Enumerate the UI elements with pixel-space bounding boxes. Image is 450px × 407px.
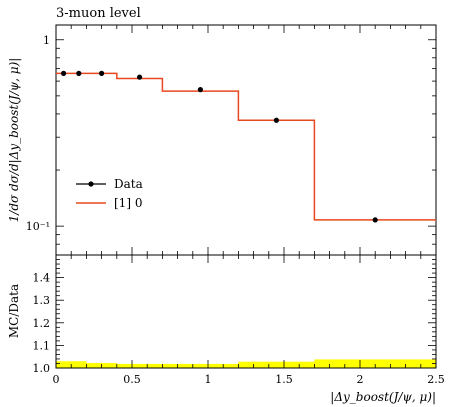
legend-data-marker [88, 181, 94, 187]
mc-step-path [56, 72, 436, 221]
main-y-axis-label: 1/dσ dσ/d|Δy_boost(J/ψ, μ)| [7, 58, 21, 223]
legend-data-label: Data [114, 177, 143, 191]
data-point [61, 70, 67, 76]
x-tick-label: 0.5 [123, 373, 141, 386]
main-panel: 1 10⁻¹ 1/dσ dσ/d|Δy_boost(J/ψ, μ)| Data [… [7, 24, 437, 256]
ratio-y-tick-label: 1.0 [33, 362, 51, 375]
ratio-band-segment [238, 361, 315, 368]
main-y-ticks: 1 10⁻¹ [26, 34, 436, 256]
data-point [137, 74, 143, 80]
mc-step-line [56, 72, 436, 221]
ratio-plot-frame [55, 254, 437, 369]
data-point [76, 70, 82, 76]
ratio-y-axis-label: MC/Data [7, 284, 21, 338]
x-tick-label: 0 [53, 373, 60, 386]
x-tick-label: 1.5 [275, 373, 293, 386]
y-tick-label: 1 [43, 34, 50, 47]
data-point [273, 117, 279, 123]
ratio-band [56, 359, 436, 368]
ratio-band-segment [314, 359, 436, 368]
x-tick-label: 2 [357, 373, 364, 386]
legend-mc-label: [1] 0 [114, 196, 142, 210]
ratio-band-segment [116, 363, 163, 368]
data-point [197, 87, 203, 93]
data-point [372, 217, 378, 223]
ratio-y-tick-label: 1.4 [33, 272, 51, 285]
data-point [99, 70, 105, 76]
x-tick-label: 2.5 [427, 373, 445, 386]
ratio-y-tick-label: 1.1 [33, 339, 51, 352]
ratio-panel: 1.0 1.1 1.2 1.3 1.4 0 0.5 1 1.5 2 2.5 MC/Data |Δy… [7, 254, 445, 404]
ratio-y-tick-label: 1.2 [33, 317, 51, 330]
main-x-ticks [55, 25, 437, 255]
ratio-y-tick-label: 1.3 [33, 294, 51, 307]
y-tick-label: 10⁻¹ [26, 220, 50, 233]
ratio-band-segment [162, 363, 239, 368]
ratio-y-ticks: 1.0 1.1 1.2 1.3 1.4 [33, 254, 436, 375]
legend: Data [1] 0 [76, 177, 143, 210]
data-points [61, 70, 378, 223]
x-axis-label: |Δy_boost(J/ψ, μ)| [330, 390, 436, 404]
chart-title: 3-muon level [56, 6, 141, 21]
x-tick-label: 1 [205, 373, 212, 386]
ratio-x-ticks: 0 0.5 1 1.5 2 2.5 [53, 255, 445, 386]
